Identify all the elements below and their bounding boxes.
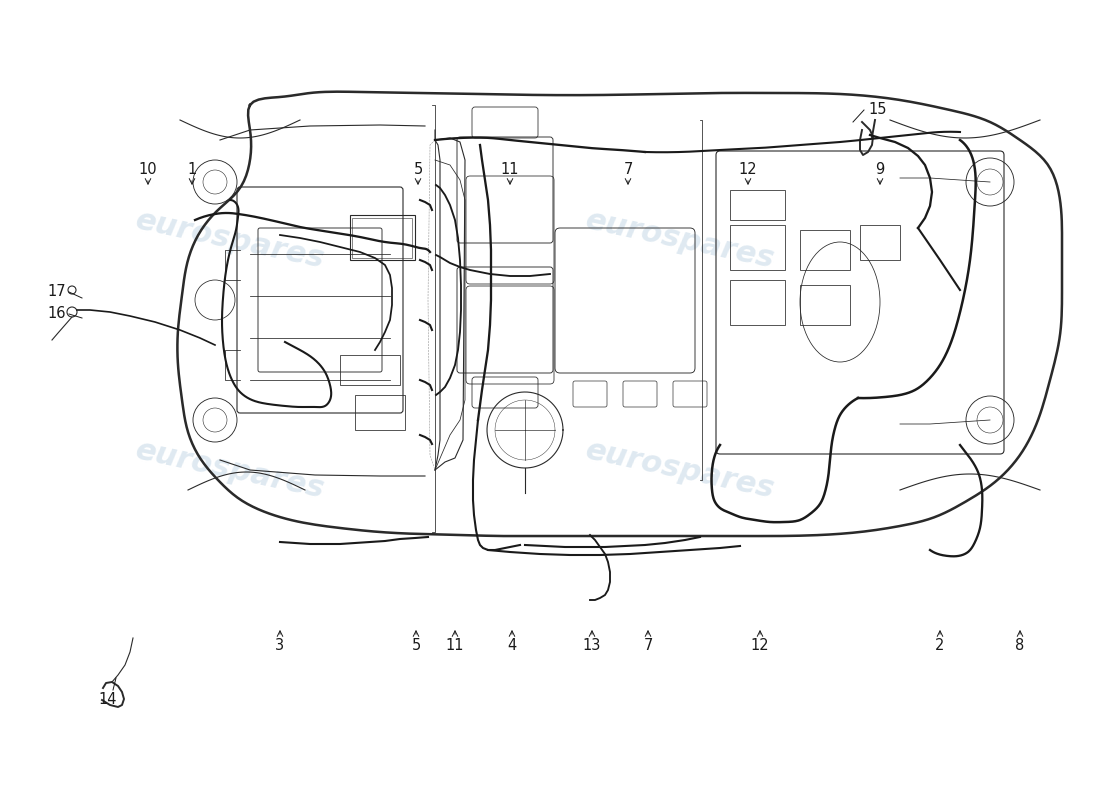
Text: 16: 16 (47, 306, 66, 322)
Text: 7: 7 (624, 162, 632, 178)
Bar (350, 215, 415, 260)
Bar (860, 225, 900, 260)
Bar (340, 355, 400, 385)
Text: 11: 11 (500, 162, 519, 178)
Text: 9: 9 (876, 162, 884, 178)
Text: 4: 4 (507, 638, 517, 653)
Text: 8: 8 (1015, 638, 1024, 653)
Text: 2: 2 (935, 638, 945, 653)
Text: eurospares: eurospares (583, 436, 778, 504)
Text: 17: 17 (47, 285, 66, 299)
Text: 1: 1 (187, 162, 197, 178)
Text: 13: 13 (583, 638, 602, 653)
Text: 3: 3 (275, 638, 285, 653)
Text: 12: 12 (750, 638, 769, 653)
Bar (800, 230, 850, 270)
Bar (800, 285, 850, 325)
Text: 5: 5 (411, 638, 420, 653)
Bar (352, 218, 412, 258)
Text: eurospares: eurospares (133, 436, 328, 504)
Text: 14: 14 (99, 693, 118, 707)
Text: 15: 15 (869, 102, 888, 118)
Bar (730, 190, 785, 220)
Bar (355, 395, 405, 430)
Text: 10: 10 (139, 162, 157, 178)
Bar (730, 280, 785, 325)
Text: 12: 12 (739, 162, 757, 178)
Text: eurospares: eurospares (583, 206, 778, 274)
Text: 11: 11 (446, 638, 464, 653)
Text: 5: 5 (414, 162, 422, 178)
Text: 7: 7 (644, 638, 652, 653)
Bar (730, 225, 785, 270)
Text: eurospares: eurospares (133, 206, 328, 274)
